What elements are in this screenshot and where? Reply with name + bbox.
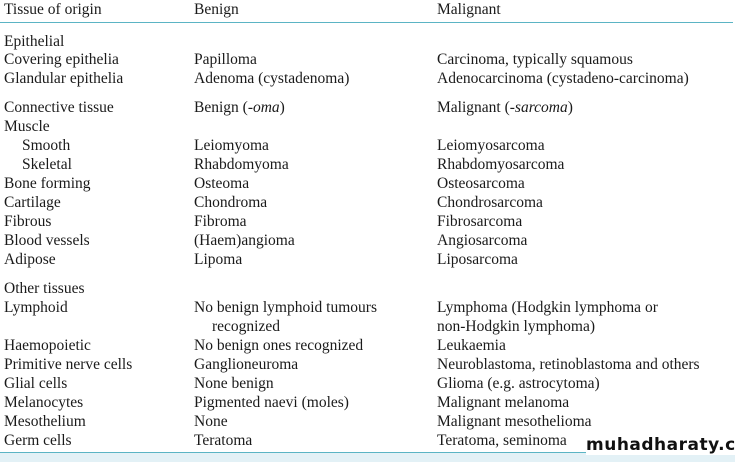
table-row: Germ cells Teratoma Teratoma, seminoma <box>0 431 735 450</box>
cell-tissue: Covering epithelia <box>4 51 119 68</box>
cell-benign: Lipoma <box>194 251 243 268</box>
cell-benign: Osteoma <box>194 175 250 192</box>
cell-benign: No benign ones recognized <box>194 337 364 354</box>
cell-malignant: Malignant mesothelioma <box>437 413 592 430</box>
table-row: recognized non-Hodgkin lymphoma) <box>0 317 735 336</box>
table-row: Cartilage Chondroma Chondrosarcoma <box>0 193 735 212</box>
cell-tissue: Blood vessels <box>4 232 90 249</box>
cell-tissue: Other tissues <box>4 280 85 297</box>
cell-benign: No benign lymphoid tumours <box>194 299 377 316</box>
cell-malignant: Rhabdomyosarcoma <box>437 156 565 173</box>
cell-benign: None benign <box>194 375 274 392</box>
cell-tissue: Skeletal <box>22 156 72 173</box>
table-row: Epithelial <box>0 32 735 51</box>
cell-benign: Adenoma (cystadenoma) <box>194 70 350 87</box>
cell-tissue: Epithelial <box>4 33 65 50</box>
watermark: muhadharaty.com <box>586 435 735 455</box>
cell-malignant: Chondrosarcoma <box>437 194 543 211</box>
cell-tissue: Bone forming <box>4 175 91 192</box>
cell-malignant: Osteosarcoma <box>437 175 525 192</box>
table-row: Muscle <box>0 117 735 136</box>
cell-malignant: Liposarcoma <box>437 251 518 268</box>
table-header: Tissue of origin Benign Malignant <box>0 0 735 19</box>
bottom-rule <box>0 452 735 453</box>
cell-tissue: Glandular epithelia <box>4 70 124 87</box>
cell-benign: Fibroma <box>194 213 247 230</box>
cell-malignant: Neuroblastoma, retinoblastoma and others <box>437 356 700 373</box>
cell-tissue: Glial cells <box>4 375 68 392</box>
cell-benign: Pigmented naevi (moles) <box>194 394 349 411</box>
cell-malignant: Adenocarcinoma (cystadeno-carcinoma) <box>437 70 689 87</box>
cell-benign: Benign (-oma) <box>194 99 285 116</box>
table-row: Lymphoid No benign lymphoid tumours Lympho… <box>0 298 735 317</box>
bottom-band <box>0 453 735 462</box>
cell-tissue: Melanocytes <box>4 394 84 411</box>
table-row: Haemopoietic No benign ones recognized Leu… <box>0 336 735 355</box>
cell-benign: Papilloma <box>194 51 257 68</box>
table-row: Melanocytes Pigmented naevi (moles) Malign… <box>0 393 735 412</box>
table-row: Connective tissue Benign (-oma) Malignant … <box>0 98 735 117</box>
table-row: Smooth Leiomyoma Leiomyosarcoma <box>0 136 735 155</box>
cell-tissue: Haemopoietic <box>4 337 91 354</box>
cell-tissue: Germ cells <box>4 432 72 449</box>
table-row: Skeletal Rhabdomyoma Rhabdomyosarcoma <box>0 155 735 174</box>
cell-malignant: Malignant melanoma <box>437 394 570 411</box>
cell-tissue: Cartilage <box>4 194 61 211</box>
table-row: Fibrous Fibroma Fibrosarcoma <box>0 212 735 231</box>
cell-tissue: Muscle <box>4 118 50 135</box>
cell-malignant: Carcinoma, typically squamous <box>437 51 633 68</box>
cell-tissue: Primitive nerve cells <box>4 356 133 373</box>
table-row: Glandular epithelia Adenoma (cystadenoma)… <box>0 69 735 88</box>
cell-malignant: Fibrosarcoma <box>437 213 523 230</box>
table-row: Bone forming Osteoma Osteosarcoma <box>0 174 735 193</box>
cell-benign: Rhabdomyoma <box>194 156 289 173</box>
table-row: Adipose Lipoma Liposarcoma <box>0 250 735 269</box>
cell-malignant: Malignant (-sarcoma) <box>437 99 573 116</box>
cell-tissue: Mesothelium <box>4 413 86 430</box>
cell-malignant: Glioma (e.g. astrocytoma) <box>437 375 600 392</box>
cell-tissue: Smooth <box>22 137 71 154</box>
cell-tissue: Lymphoid <box>4 299 68 316</box>
cell-malignant: Teratoma, seminoma <box>437 432 567 449</box>
cell-malignant: non-Hodgkin lymphoma) <box>437 318 595 335</box>
table-row: Mesothelium None Malignant mesothelioma <box>0 412 735 431</box>
header-rule <box>0 22 733 23</box>
cell-benign: Ganglioneuroma <box>194 356 299 373</box>
table-row: Primitive nerve cells Ganglioneuroma Neuro… <box>0 355 735 374</box>
table-row: Glial cells None benign Glioma (e.g. astro… <box>0 374 735 393</box>
cell-benign: Leiomyoma <box>194 137 269 154</box>
table-row: Blood vessels (Haem)angioma Angiosarcoma <box>0 231 735 250</box>
header-benign: Benign <box>194 1 239 18</box>
table-row: Other tissues <box>0 279 735 298</box>
cell-malignant: Lymphoma (Hodgkin lymphoma or <box>437 299 658 316</box>
cell-tissue: Adipose <box>4 251 56 268</box>
table-row: Covering epithelia Papilloma Carcinoma, ty… <box>0 50 735 69</box>
cell-benign: None <box>194 413 228 430</box>
cell-tissue: Connective tissue <box>4 99 114 116</box>
cell-benign: recognized <box>212 318 280 335</box>
cell-malignant: Leiomyosarcoma <box>437 137 545 154</box>
cell-benign: Teratoma <box>194 432 253 449</box>
cell-malignant: Leukaemia <box>437 337 506 354</box>
header-tissue: Tissue of origin <box>4 1 102 18</box>
cell-benign: (Haem)angioma <box>194 232 295 249</box>
header-malignant: Malignant <box>437 1 501 18</box>
cell-tissue: Fibrous <box>4 213 52 230</box>
cell-benign: Chondroma <box>194 194 268 211</box>
cell-malignant: Angiosarcoma <box>437 232 528 249</box>
